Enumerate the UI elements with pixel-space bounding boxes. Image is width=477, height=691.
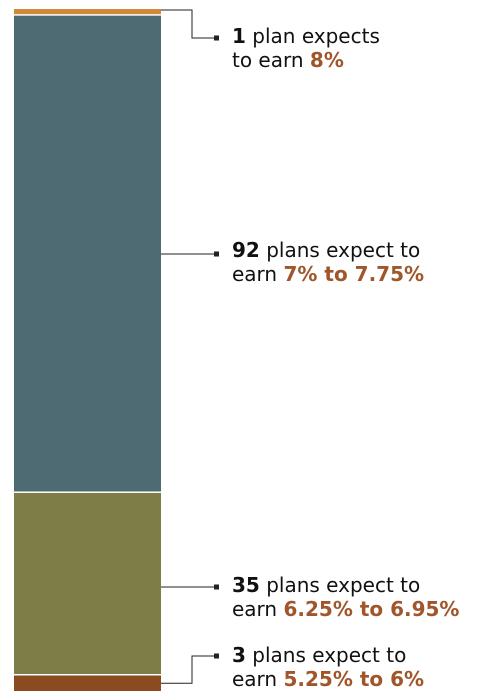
label-text: earn: [232, 262, 278, 286]
count-value: 1: [232, 24, 246, 48]
label-text: earn: [232, 667, 278, 691]
label-6-25-to-6-95-percent: 35 plans expect to earn 6.25% to 6.95%: [232, 573, 459, 621]
rate-value: 8%: [309, 48, 344, 72]
label-text: plan expects: [252, 24, 380, 48]
count-value: 35: [232, 573, 260, 597]
connector-line: [161, 655, 214, 684]
connector-marker: [214, 584, 219, 590]
bar-segment-7-to-7-75-percent: [14, 15, 161, 492]
count-value: 3: [232, 643, 246, 667]
bar-segment-8-percent: [14, 9, 161, 15]
rate-value: 6.25% to 6.95%: [283, 597, 460, 621]
label-8-percent: 1 plan expects to earn 8%: [232, 24, 380, 72]
label-text: plans expect to: [252, 643, 407, 667]
label-5-25-to-6-percent: 3 plans expect to earn 5.25% to 6%: [232, 643, 424, 691]
bar-segment-6-25-to-6-95-percent: [14, 492, 161, 674]
connector-marker: [214, 251, 219, 257]
rate-value: 5.25% to 6%: [283, 667, 425, 691]
label-7-to-7-75-percent: 92 plans expect to earn 7% to 7.75%: [232, 238, 424, 286]
label-text: to earn: [232, 48, 304, 72]
rate-value: 7% to 7.75%: [283, 262, 425, 286]
bar-segment-5-25-to-6-percent: [14, 675, 161, 691]
label-text: plans expect to: [266, 238, 421, 262]
label-text: plans expect to: [266, 573, 421, 597]
connector-marker: [214, 35, 219, 41]
connector-marker: [214, 653, 219, 659]
count-value: 92: [232, 238, 260, 262]
connector-line: [161, 9, 214, 39]
label-text: earn: [232, 597, 278, 621]
